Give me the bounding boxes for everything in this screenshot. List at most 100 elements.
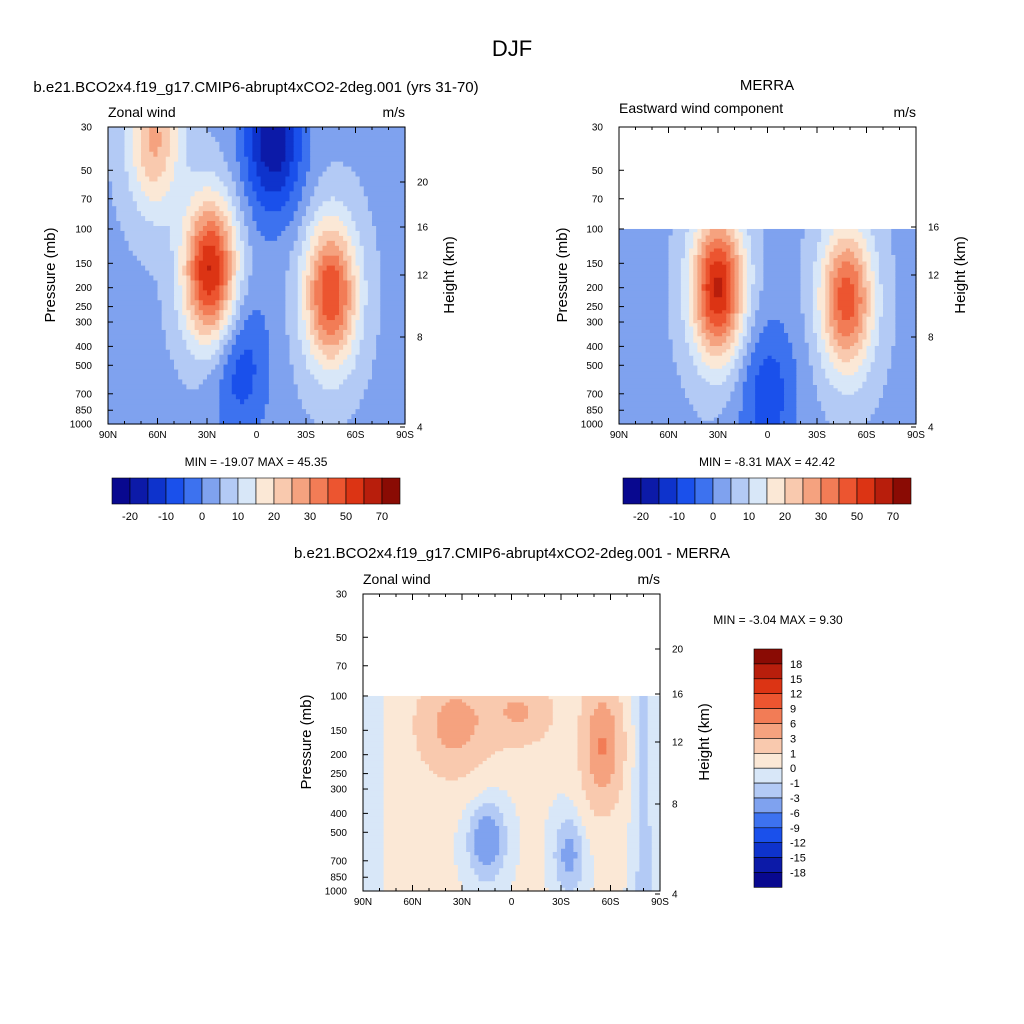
contour-cell <box>833 245 859 250</box>
contour-cell <box>866 319 876 324</box>
contour-cell <box>755 398 785 402</box>
contour-cell <box>709 267 727 272</box>
contour-cell <box>713 417 740 422</box>
contour-cell <box>457 829 471 834</box>
contour-cell <box>742 271 748 276</box>
contour-cell <box>186 325 196 331</box>
contour-cell <box>198 240 220 247</box>
contour-cell <box>594 871 628 876</box>
contour-cell <box>784 407 797 412</box>
contour-cell <box>829 316 835 321</box>
contour-cell <box>635 731 640 736</box>
contour-cell <box>887 371 917 376</box>
contour-cell <box>478 806 500 811</box>
contour-cell <box>215 250 225 257</box>
colorbar-label: 0 <box>710 511 716 523</box>
panel-model-title: b.e21.BCO2x4.f19_g17.CMIP6-abrupt4xCO2-2… <box>33 79 478 96</box>
contour-cell <box>416 705 442 710</box>
contour-cell <box>112 201 138 207</box>
contour-cell <box>693 404 727 409</box>
contour-cell <box>796 381 814 386</box>
contour-cell <box>252 136 262 143</box>
contour-cell <box>619 258 670 263</box>
contour-cell <box>132 191 146 197</box>
contour-cell <box>495 874 517 879</box>
contour-cell <box>610 809 632 814</box>
contour-cell <box>697 261 703 266</box>
contour-cell <box>734 352 740 357</box>
panel-difference-field <box>363 695 661 892</box>
contour-cell <box>519 861 546 866</box>
contour-cell <box>594 878 628 882</box>
contour-cell <box>507 835 521 840</box>
contour-cell <box>825 251 830 256</box>
contour-cell <box>556 861 566 866</box>
contour-cell <box>235 290 241 296</box>
contour-cell <box>734 235 744 240</box>
contour-cell <box>668 290 682 295</box>
contour-cell <box>383 731 414 736</box>
contour-cell <box>837 254 855 259</box>
contour-cell <box>478 715 508 720</box>
contour-cell <box>680 310 690 315</box>
contour-cell <box>178 260 187 267</box>
contour-cell <box>383 773 438 778</box>
contour-cell <box>347 419 406 425</box>
contour-cell <box>161 171 175 178</box>
contour-cell <box>108 201 113 207</box>
contour-cell <box>157 151 171 158</box>
contour-cell <box>738 420 756 425</box>
contour-cell <box>697 267 703 272</box>
contour-cell <box>322 171 357 178</box>
contour-cell <box>895 254 917 259</box>
contour-cell <box>190 196 225 202</box>
contour-cell <box>589 751 599 756</box>
contour-cell <box>866 267 872 272</box>
contour-cell <box>639 754 649 759</box>
contour-cell <box>647 695 661 700</box>
contour-cell <box>351 349 361 356</box>
contour-cell <box>647 731 661 736</box>
contour-cell <box>858 280 863 285</box>
x-tick-label: 30N <box>198 430 216 441</box>
contour-cell <box>751 339 760 344</box>
contour-cell <box>812 284 822 289</box>
contour-cell <box>701 303 707 308</box>
contour-cell <box>223 295 229 301</box>
contour-cell <box>322 325 340 331</box>
contour-cell <box>821 323 826 328</box>
contour-cell <box>314 325 324 331</box>
contour-cell <box>293 216 303 222</box>
contour-cell <box>858 258 863 263</box>
contour-cell <box>457 865 471 869</box>
contour-cell <box>874 241 892 246</box>
contour-cell <box>194 310 204 316</box>
contour-cell <box>248 235 266 242</box>
contour-cell <box>108 320 163 326</box>
contour-cell <box>705 238 715 243</box>
contour-cell <box>297 235 307 242</box>
contour-cell <box>701 277 707 282</box>
contour-cell <box>339 260 348 267</box>
contour-cell <box>895 313 917 318</box>
contour-cell <box>742 358 752 363</box>
contour-cell <box>866 349 876 354</box>
contour-cell <box>108 379 183 385</box>
contour-cell <box>854 284 859 289</box>
contour-cell <box>742 365 748 370</box>
contour-cell <box>310 161 332 168</box>
contour-cell <box>870 332 880 337</box>
contour-cell <box>202 379 220 385</box>
contour-cell <box>730 371 740 376</box>
contour-cell <box>285 315 299 321</box>
contour-cell <box>359 305 365 311</box>
contour-cell <box>726 254 731 259</box>
contour-cell <box>689 254 694 259</box>
contour-cell <box>755 411 781 415</box>
contour-cell <box>647 793 661 798</box>
contour-cell <box>701 293 707 298</box>
contour-cell <box>198 285 204 291</box>
contour-cell <box>507 715 529 720</box>
contour-cell <box>751 235 764 240</box>
contour-cell <box>219 384 233 390</box>
